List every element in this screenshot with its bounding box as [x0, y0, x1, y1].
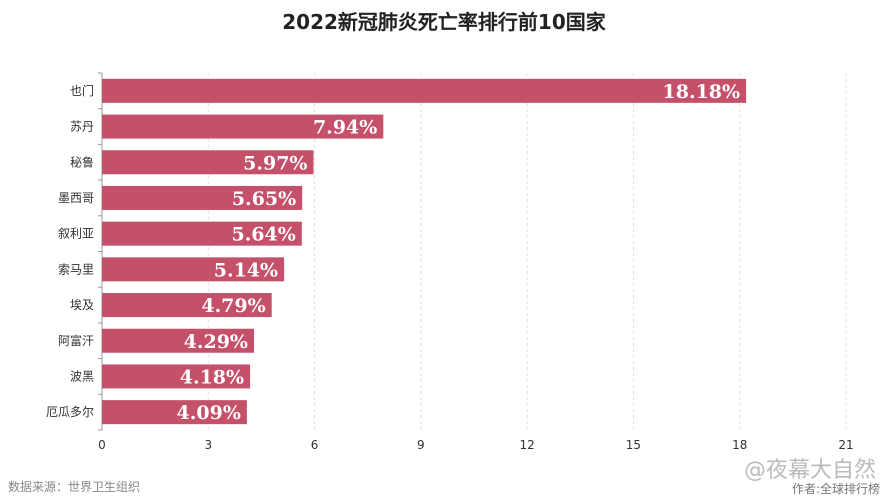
bar-chart: 0 3 6 9 12 15 18 21 也门 18.18% 苏丹 7.94% 秘鲁 5.97% 墨西哥 5.6…	[46, 72, 854, 452]
bar	[102, 400, 247, 425]
data-label: 5.64%	[231, 224, 295, 246]
bar	[102, 328, 254, 353]
data-label: 18.18%	[663, 81, 741, 103]
bar	[102, 364, 251, 389]
category-label: 波黑	[70, 369, 94, 383]
category-label: 也门	[70, 83, 94, 98]
bar	[102, 185, 303, 210]
bar	[102, 257, 285, 282]
x-tick-label: 6	[311, 438, 319, 452]
data-label: 4.79%	[201, 295, 265, 317]
category-label: 阿富汗	[58, 333, 94, 348]
x-tick-label: 18	[732, 438, 747, 452]
x-tick-label: 0	[98, 438, 106, 452]
category-label: 苏丹	[70, 120, 94, 134]
x-tick-label: 3	[204, 438, 212, 452]
data-label: 5.97%	[243, 152, 307, 174]
x-tick-label: 9	[417, 438, 425, 452]
data-label: 5.14%	[214, 259, 278, 281]
category-label: 埃及	[70, 298, 94, 312]
bar	[102, 150, 314, 175]
chart-title: 2022新冠肺炎死亡率排行前10国家	[282, 10, 606, 34]
data-label: 7.94%	[313, 117, 377, 139]
source-note: 数据来源：世界卫生组织	[8, 480, 141, 494]
x-tick-label: 21	[838, 438, 853, 452]
category-label: 厄瓜多尔	[46, 404, 94, 419]
data-label: 4.09%	[177, 402, 241, 424]
category-label: 墨西哥	[58, 191, 94, 205]
category-label: 秘鲁	[70, 155, 94, 169]
bar	[102, 114, 384, 139]
author-note: 作者:全球排行榜	[791, 482, 880, 496]
x-tick-label: 12	[520, 438, 535, 452]
bar	[102, 293, 272, 318]
data-label: 4.29%	[184, 331, 248, 353]
data-label: 4.18%	[180, 366, 244, 388]
watermark: @夜幕大自然	[743, 458, 876, 483]
category-label: 索马里	[58, 262, 94, 276]
bar	[102, 221, 302, 246]
bar	[102, 78, 747, 103]
data-label: 5.65%	[232, 188, 296, 210]
category-label: 叙利亚	[58, 227, 94, 241]
x-tick-label: 15	[626, 438, 641, 452]
